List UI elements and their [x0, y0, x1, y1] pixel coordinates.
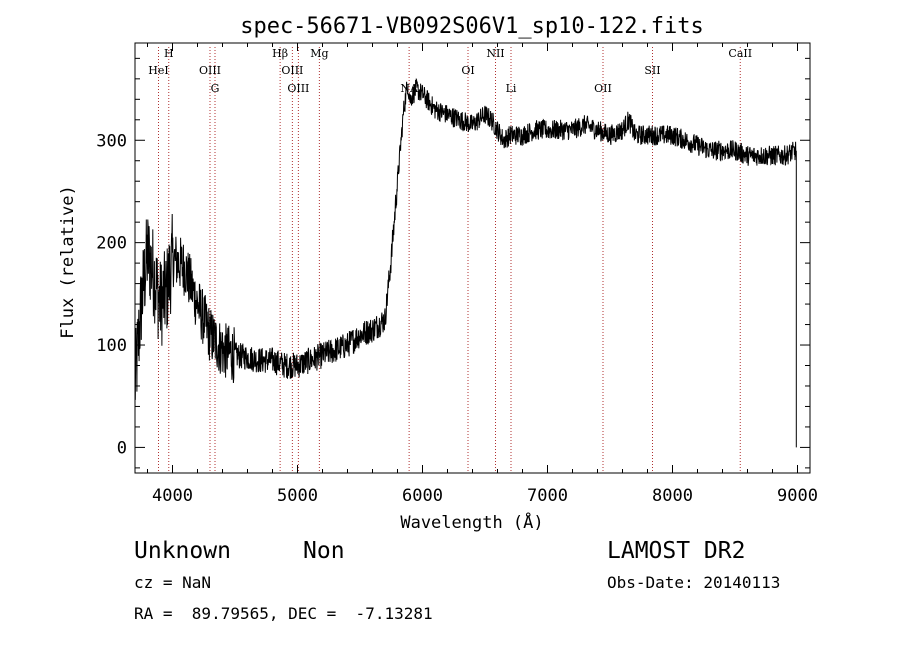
y-tick-label: 200	[96, 234, 127, 254]
spectral-line-label: OIII	[199, 64, 221, 77]
spectrum-line	[134, 77, 797, 448]
spectral-line-label: NII	[486, 47, 504, 60]
spectral-line-label: OI	[461, 64, 474, 77]
redshift-cz: cz = NaN	[134, 573, 212, 592]
spectral-line-label: H	[164, 47, 174, 60]
spectral-line-label: OII	[594, 82, 612, 95]
spectral-line-label: CaII	[728, 47, 752, 60]
spectral-line-label: SII	[644, 64, 660, 77]
spectral-line-label: OIII	[287, 82, 309, 95]
chart-title: spec-56671-VB092S06V1_sp10-122.fits	[240, 14, 704, 39]
survey-name: LAMOST DR2	[607, 538, 746, 564]
object-subclass: Non	[303, 538, 345, 564]
spectral-line-label: G	[211, 82, 220, 95]
x-tick-label: 4000	[152, 486, 193, 506]
y-tick-label: 300	[96, 131, 127, 151]
object-class: Unknown	[134, 538, 231, 564]
spectral-line-label: Li	[506, 82, 517, 95]
x-axis-label: Wavelength (Å)	[400, 511, 543, 533]
spectral-line-label: Hβ	[272, 47, 288, 60]
x-tick-label: 5000	[277, 486, 318, 506]
spectral-line-label: OIII	[281, 64, 303, 77]
x-tick-label: 6000	[402, 486, 443, 506]
spectral-line-label: Mg	[310, 47, 328, 60]
plot-frame	[134, 42, 811, 474]
observation-date: Obs-Date: 20140113	[607, 573, 781, 592]
spectral-line-label: NA	[400, 82, 419, 95]
x-tick-label: 8000	[652, 486, 693, 506]
x-tick-label: 7000	[527, 486, 568, 506]
y-tick-label: 100	[96, 336, 127, 356]
ra-dec-coordinates: RA = 89.79565, DEC = -7.13281	[134, 604, 433, 623]
y-tick-label: 0	[117, 438, 127, 458]
y-axis-label: Flux (relative)	[58, 185, 78, 339]
spectral-line-label: HeI	[148, 64, 168, 77]
x-tick-label: 9000	[777, 486, 818, 506]
